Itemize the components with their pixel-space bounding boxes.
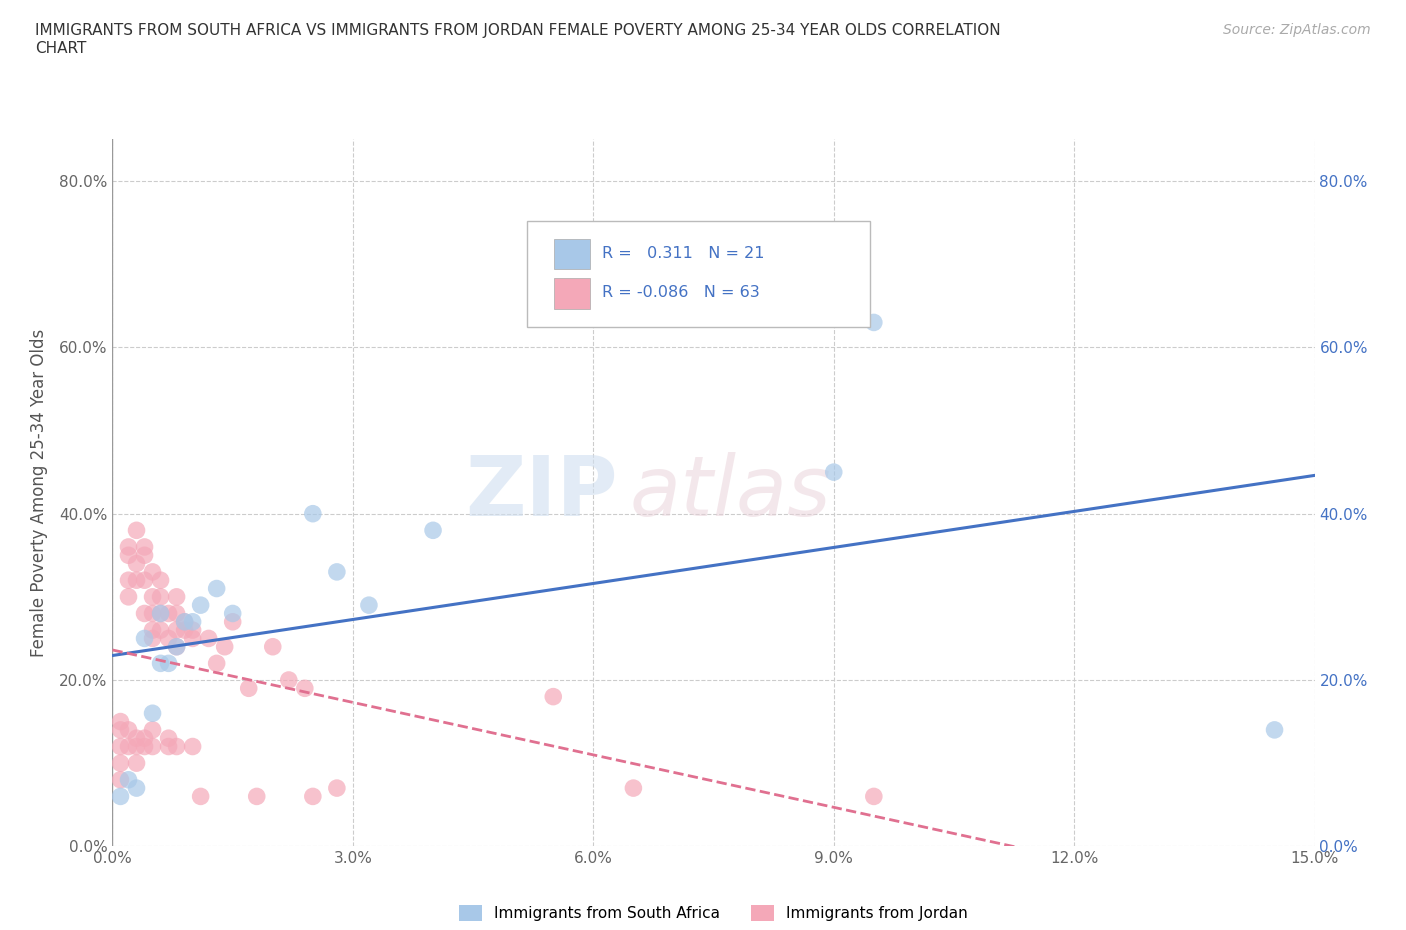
Point — [190, 598, 212, 613]
Point — [141, 631, 163, 645]
Point — [205, 581, 228, 596]
Point — [134, 631, 156, 645]
Point — [149, 590, 172, 604]
Point — [141, 606, 163, 621]
Point — [149, 656, 172, 671]
Point — [166, 739, 188, 754]
Point — [422, 523, 444, 538]
Point — [141, 623, 163, 638]
Point — [166, 606, 188, 621]
Point — [181, 631, 204, 645]
Point — [1264, 723, 1286, 737]
Text: atlas: atlas — [630, 452, 831, 534]
Bar — [554, 239, 589, 269]
Point — [149, 623, 172, 638]
Point — [157, 656, 180, 671]
Point — [173, 615, 195, 630]
Point — [149, 606, 172, 621]
Point — [166, 623, 188, 638]
Point — [117, 723, 139, 737]
Point — [157, 739, 180, 754]
Point — [181, 739, 204, 754]
Point — [222, 606, 245, 621]
Point — [117, 539, 139, 554]
Point — [125, 523, 148, 538]
Point — [110, 739, 132, 754]
Point — [173, 615, 195, 630]
Point — [823, 465, 845, 480]
Point — [117, 590, 139, 604]
Point — [302, 789, 325, 804]
Point — [125, 731, 148, 746]
Bar — [554, 278, 589, 309]
Point — [166, 639, 188, 654]
Point — [134, 606, 156, 621]
Point — [621, 780, 644, 795]
Point — [110, 714, 132, 729]
Point — [246, 789, 269, 804]
Point — [134, 739, 156, 754]
Point — [125, 739, 148, 754]
Point — [326, 780, 349, 795]
Point — [294, 681, 316, 696]
Text: R = -0.086   N = 63: R = -0.086 N = 63 — [602, 285, 759, 299]
Point — [125, 556, 148, 571]
Point — [117, 772, 139, 787]
Point — [863, 789, 886, 804]
Point — [543, 689, 565, 704]
Point — [125, 780, 148, 795]
Point — [149, 606, 172, 621]
Point — [157, 631, 180, 645]
Y-axis label: Female Poverty Among 25-34 Year Olds: Female Poverty Among 25-34 Year Olds — [30, 329, 48, 657]
Point — [190, 789, 212, 804]
Point — [117, 548, 139, 563]
Point — [110, 756, 132, 771]
Text: R =   0.311   N = 21: R = 0.311 N = 21 — [602, 246, 765, 261]
Point — [166, 590, 188, 604]
Point — [157, 606, 180, 621]
Point — [134, 573, 156, 588]
Point — [157, 731, 180, 746]
Point — [214, 639, 236, 654]
Point — [134, 731, 156, 746]
Point — [197, 631, 219, 645]
Point — [125, 573, 148, 588]
Text: IMMIGRANTS FROM SOUTH AFRICA VS IMMIGRANTS FROM JORDAN FEMALE POVERTY AMONG 25-3: IMMIGRANTS FROM SOUTH AFRICA VS IMMIGRAN… — [35, 23, 1001, 56]
Point — [141, 590, 163, 604]
FancyBboxPatch shape — [527, 220, 870, 326]
Point — [110, 723, 132, 737]
Point — [277, 672, 299, 687]
Point — [238, 681, 260, 696]
Text: ZIP: ZIP — [465, 452, 617, 534]
Point — [141, 739, 163, 754]
Point — [863, 315, 886, 330]
Point — [117, 739, 139, 754]
Point — [262, 639, 284, 654]
Point — [110, 772, 132, 787]
Point — [222, 615, 245, 630]
Point — [141, 723, 163, 737]
Point — [205, 656, 228, 671]
Point — [141, 706, 163, 721]
Point — [117, 573, 139, 588]
Point — [125, 756, 148, 771]
Point — [166, 639, 188, 654]
Point — [181, 623, 204, 638]
Point — [173, 623, 195, 638]
Point — [181, 615, 204, 630]
Legend: Immigrants from South Africa, Immigrants from Jordan: Immigrants from South Africa, Immigrants… — [453, 899, 974, 927]
Text: Source: ZipAtlas.com: Source: ZipAtlas.com — [1223, 23, 1371, 37]
Point — [326, 565, 349, 579]
Point — [357, 598, 380, 613]
Point — [302, 506, 325, 521]
Point — [149, 573, 172, 588]
Point — [134, 539, 156, 554]
Point — [134, 548, 156, 563]
Point — [141, 565, 163, 579]
Point — [110, 789, 132, 804]
